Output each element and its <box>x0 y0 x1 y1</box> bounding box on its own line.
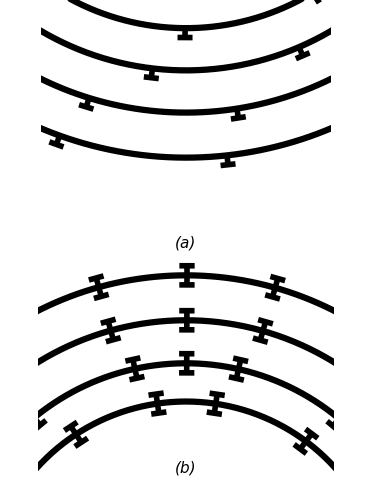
Text: (a): (a) <box>175 236 197 251</box>
Text: (b): (b) <box>175 461 197 476</box>
